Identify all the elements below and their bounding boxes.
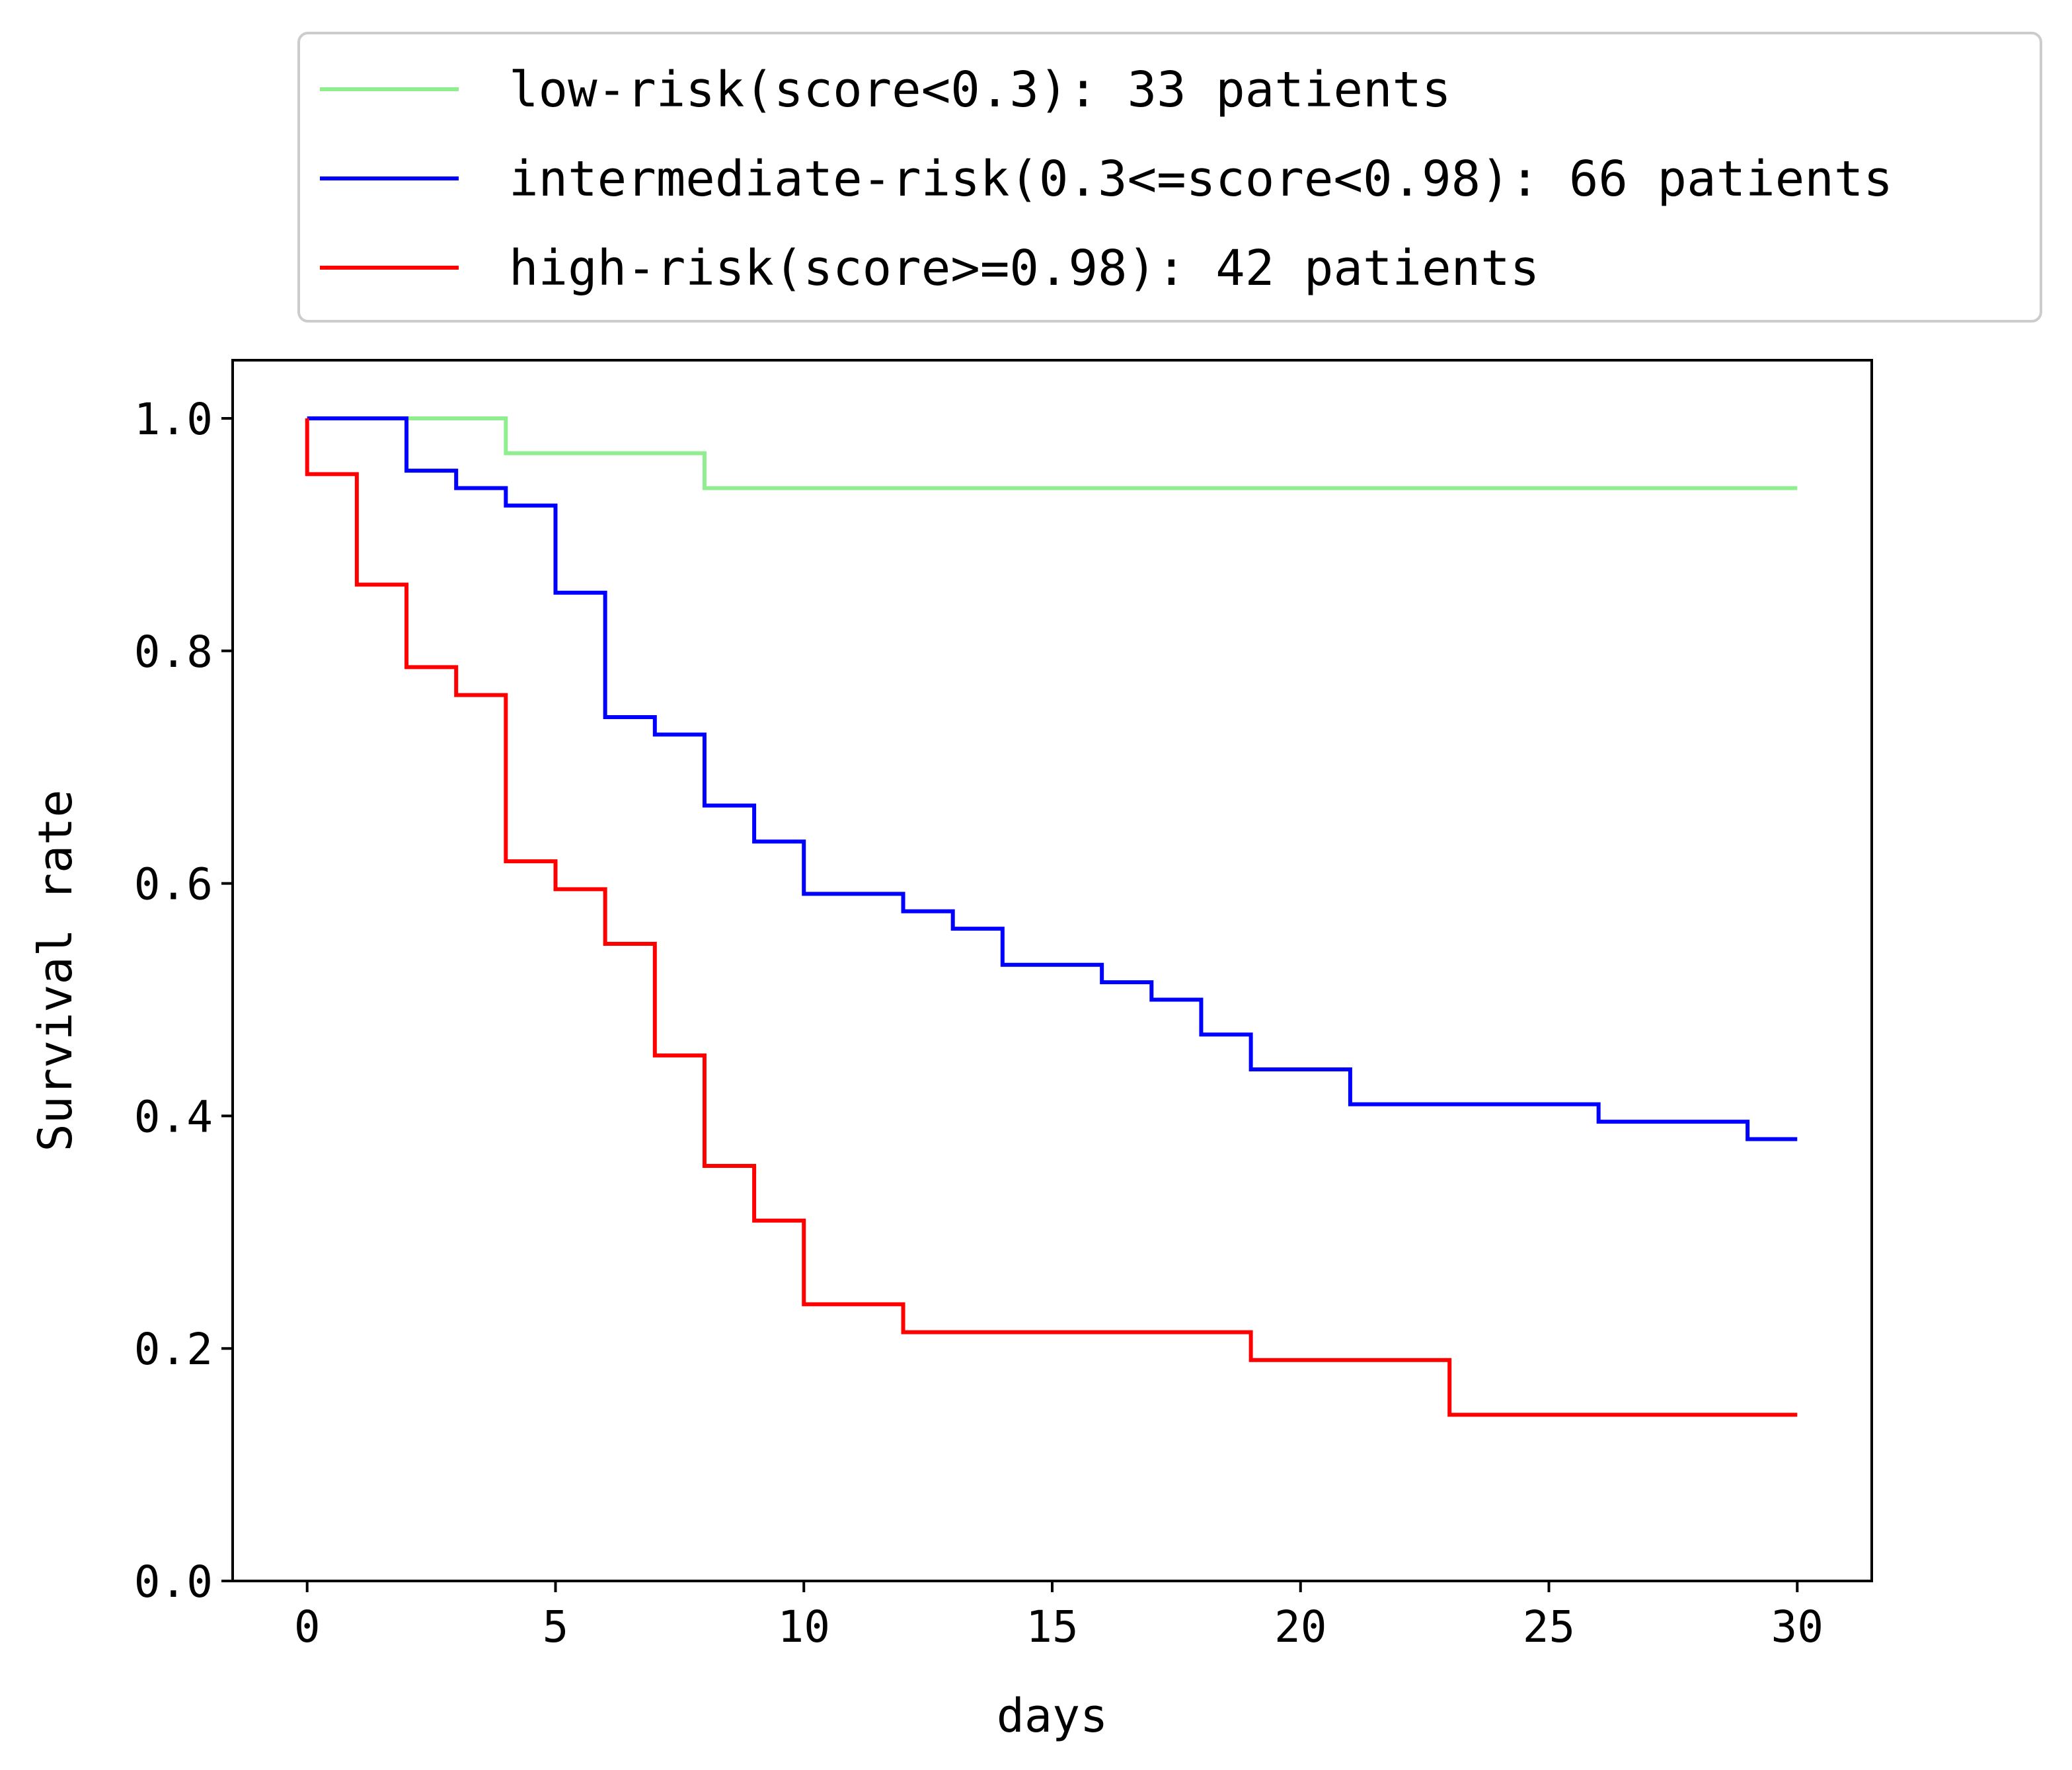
y-tick-label: 0.4 bbox=[134, 1091, 213, 1142]
series-line-1 bbox=[307, 416, 1798, 1141]
y-axis-label: Survival rate bbox=[28, 790, 83, 1152]
plot-lines bbox=[305, 416, 1798, 1417]
legend-items: low-risk(score<0.3): 33 patients intermed… bbox=[320, 61, 1893, 297]
legend: low-risk(score<0.3): 33 patients intermed… bbox=[297, 32, 2042, 323]
legend-label: high-risk(score>=0.98): 42 patients bbox=[509, 240, 1539, 297]
x-tick-label: 25 bbox=[1523, 1601, 1575, 1652]
y-tick-label: 0.2 bbox=[134, 1324, 213, 1375]
x-tick-label: 20 bbox=[1274, 1601, 1326, 1652]
legend-box bbox=[297, 32, 2042, 323]
legend-label: low-risk(score<0.3): 33 patients bbox=[509, 61, 1451, 118]
x-axis-ticks: 0 5 10 15 20 25 30 bbox=[294, 1581, 1823, 1652]
x-axis-label: days bbox=[997, 1689, 1108, 1743]
x-tick-label: 30 bbox=[1771, 1601, 1823, 1652]
legend-label: intermediate-risk(0.3<=score<0.98): 66 p… bbox=[509, 151, 1893, 208]
plot-frame bbox=[231, 359, 1873, 1582]
y-axis-ticks: 0.0 0.2 0.4 0.6 0.8 1.0 bbox=[134, 394, 233, 1607]
y-tick-label: 1.0 bbox=[134, 394, 213, 445]
y-tick-label: 0.8 bbox=[134, 627, 213, 677]
y-tick-label: 0.6 bbox=[134, 859, 213, 910]
series-line-0 bbox=[307, 416, 1798, 490]
x-tick-label: 0 bbox=[294, 1601, 321, 1652]
x-tick-label: 5 bbox=[543, 1601, 569, 1652]
series-line-2 bbox=[305, 418, 1798, 1417]
x-tick-label: 15 bbox=[1026, 1601, 1078, 1652]
y-tick-label: 0.0 bbox=[134, 1557, 213, 1607]
x-tick-label: 10 bbox=[778, 1601, 830, 1652]
